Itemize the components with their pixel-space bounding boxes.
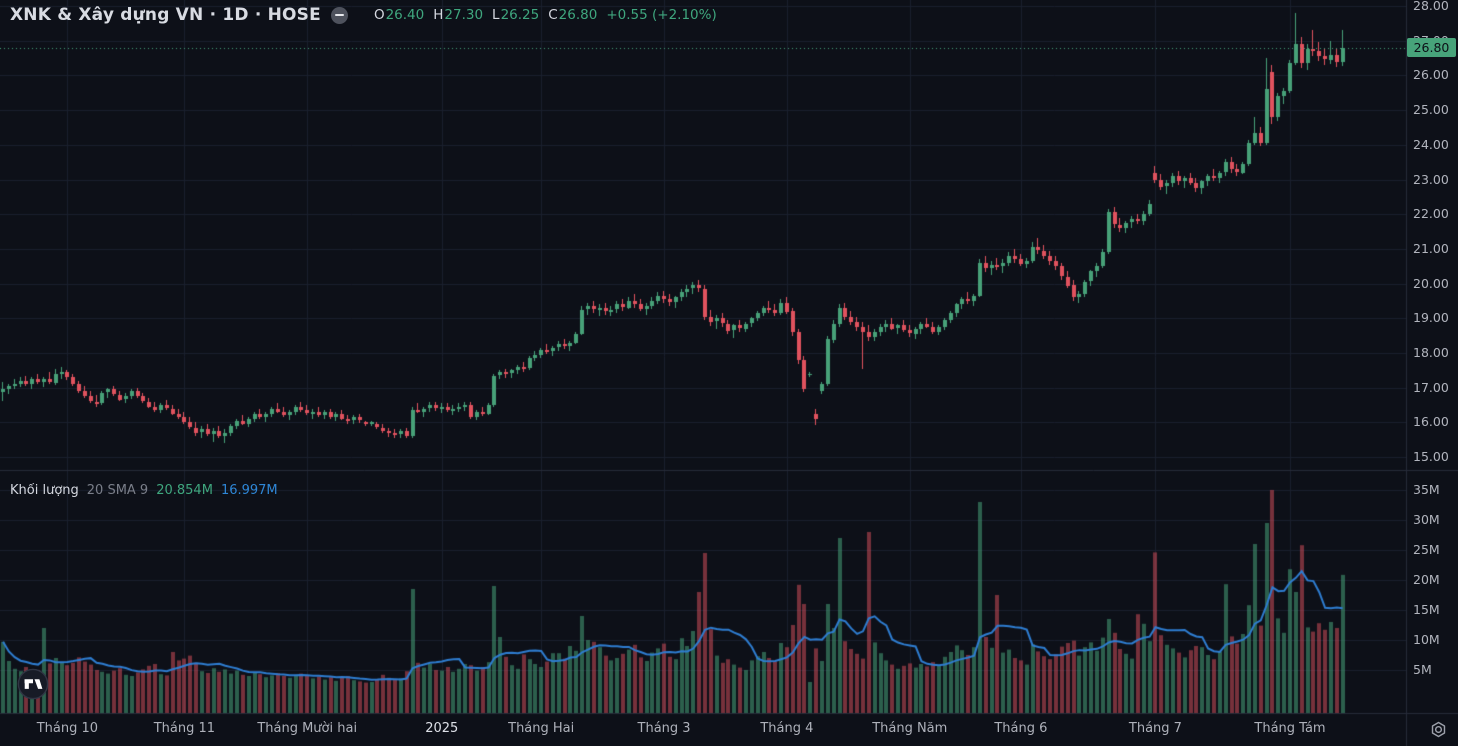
price-axis-label: 21.00 bbox=[1413, 240, 1449, 256]
volume-indicator-params: 20 SMA 9 bbox=[86, 483, 149, 498]
price-axis-label: 22.00 bbox=[1413, 206, 1449, 222]
month-label: 2025 bbox=[425, 721, 459, 736]
price-axis-label: 20.00 bbox=[1413, 275, 1449, 291]
close-label: C bbox=[548, 7, 558, 23]
tradingview-logo[interactable] bbox=[17, 668, 49, 700]
price-axis-label: 17.00 bbox=[1413, 379, 1449, 395]
open-label: O bbox=[373, 7, 385, 23]
volume-axis-label: 5M bbox=[1413, 662, 1432, 677]
volume-axis-label: 15M bbox=[1413, 602, 1440, 617]
month-label: Tháng Năm bbox=[872, 721, 948, 736]
price-axis-label: 18.00 bbox=[1413, 345, 1449, 360]
high-value: 27.30 bbox=[444, 7, 484, 23]
month-label: Tháng Tám bbox=[1254, 721, 1326, 736]
price-axis-label: 25.00 bbox=[1413, 102, 1449, 118]
symbol-legend: XNK & Xây dựng VN · 1D · HOSE O 26.40 H 27… bbox=[10, 5, 717, 25]
minus-icon bbox=[334, 14, 344, 16]
price-axis-label: 28.00 bbox=[1413, 0, 1449, 13]
volume-axis-label: 30M bbox=[1413, 512, 1440, 527]
gear-icon[interactable] bbox=[1429, 720, 1448, 739]
month-label: Tháng Mười hai bbox=[257, 721, 358, 736]
volume-axis-label: 35M bbox=[1413, 482, 1440, 497]
volume-axis-label: 20M bbox=[1413, 572, 1440, 587]
price-axis-label: 19.00 bbox=[1413, 310, 1449, 326]
month-label: Tháng 11 bbox=[153, 721, 215, 736]
volume-sma-value: 16.997M bbox=[220, 483, 278, 498]
last-price-badge: 26.80 bbox=[1407, 38, 1456, 57]
open-value: 26.40 bbox=[385, 7, 425, 23]
low-label: L bbox=[492, 7, 500, 23]
ohlc-values: O 26.40 H 27.30 L 26.25 C 26.80 +0.55 (+2.10… bbox=[374, 7, 717, 23]
month-label: Tháng 10 bbox=[36, 721, 98, 736]
volume-axis-label: 10M bbox=[1413, 632, 1440, 647]
month-label: Tháng 6 bbox=[994, 721, 1048, 736]
price-axis-label: 23.00 bbox=[1413, 171, 1449, 187]
volume-current-value: 20.854M bbox=[156, 483, 213, 498]
volume-legend: Khối lượng 20 SMA 9 20.854M 16.997M bbox=[10, 483, 278, 498]
tv-logo-v-glyph bbox=[34, 679, 43, 689]
close-value: 26.80 bbox=[558, 7, 598, 23]
price-axis-label: 16.00 bbox=[1413, 414, 1449, 430]
price-axis-label: 24.00 bbox=[1413, 136, 1449, 152]
low-value: 26.25 bbox=[500, 7, 540, 23]
collapse-legend-button[interactable] bbox=[330, 6, 348, 24]
symbol-title[interactable]: XNK & Xây dựng VN · 1D · HOSE bbox=[10, 5, 321, 25]
volume-axis-label: 25M bbox=[1413, 542, 1440, 557]
price-axis-label: 15.00 bbox=[1413, 449, 1449, 465]
volume-indicator-title[interactable]: Khối lượng bbox=[10, 483, 79, 498]
month-label: Tháng 4 bbox=[760, 721, 814, 736]
month-label: Tháng 7 bbox=[1128, 721, 1182, 736]
month-label: Tháng 3 bbox=[637, 721, 691, 736]
tv-logo-t-glyph bbox=[24, 679, 33, 689]
month-label: Tháng Hai bbox=[508, 721, 575, 736]
change-value: +0.55 (+2.10%) bbox=[606, 7, 717, 23]
time-axis[interactable]: Tháng 10 Tháng 11 Tháng Mười hai 2025 Tháng … bbox=[0, 713, 1458, 746]
price-axis-label: 26.00 bbox=[1413, 67, 1449, 83]
high-label: H bbox=[433, 7, 444, 23]
